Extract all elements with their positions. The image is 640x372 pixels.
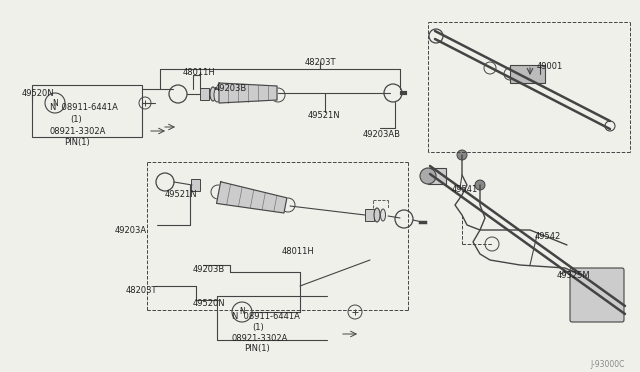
Text: 49520N: 49520N xyxy=(22,89,54,98)
Text: PIN(1): PIN(1) xyxy=(244,344,269,353)
Circle shape xyxy=(420,168,436,184)
FancyBboxPatch shape xyxy=(510,65,545,83)
Text: N: N xyxy=(52,99,58,108)
FancyBboxPatch shape xyxy=(365,209,374,221)
FancyBboxPatch shape xyxy=(200,88,209,100)
Ellipse shape xyxy=(214,88,220,102)
Text: 49542: 49542 xyxy=(535,232,561,241)
Circle shape xyxy=(475,180,485,190)
Text: 49520N: 49520N xyxy=(193,299,226,308)
Text: 48203T: 48203T xyxy=(126,286,157,295)
Text: 49325M: 49325M xyxy=(557,271,591,280)
Polygon shape xyxy=(216,182,287,213)
Text: 49001: 49001 xyxy=(537,62,563,71)
Text: 48203T: 48203T xyxy=(305,58,337,67)
Circle shape xyxy=(457,150,467,160)
FancyBboxPatch shape xyxy=(428,168,446,184)
Ellipse shape xyxy=(584,278,606,312)
Ellipse shape xyxy=(381,209,385,221)
Polygon shape xyxy=(219,83,277,103)
Ellipse shape xyxy=(210,87,216,101)
Text: 49203A: 49203A xyxy=(115,226,147,235)
Text: N  08911-6441A: N 08911-6441A xyxy=(50,103,118,112)
Text: 49521N: 49521N xyxy=(165,190,198,199)
Text: 08921-3302A: 08921-3302A xyxy=(232,334,289,343)
Text: 49521N: 49521N xyxy=(308,111,340,120)
Text: N  08911-6441A: N 08911-6441A xyxy=(232,312,300,321)
Text: 49203B: 49203B xyxy=(215,84,247,93)
Text: N: N xyxy=(239,308,245,317)
FancyBboxPatch shape xyxy=(570,268,624,322)
Text: 49541: 49541 xyxy=(452,185,478,194)
Text: 49203AB: 49203AB xyxy=(363,130,401,139)
Text: J-93000C: J-93000C xyxy=(591,360,625,369)
Text: (1): (1) xyxy=(252,323,264,332)
Text: 08921-3302A: 08921-3302A xyxy=(50,127,106,136)
Text: (1): (1) xyxy=(70,115,82,124)
FancyBboxPatch shape xyxy=(191,179,200,191)
Text: 48011H: 48011H xyxy=(282,247,315,256)
Ellipse shape xyxy=(374,208,380,222)
Text: 48011H: 48011H xyxy=(183,68,216,77)
Text: 49203B: 49203B xyxy=(193,265,225,274)
Text: PIN(1): PIN(1) xyxy=(64,138,90,147)
